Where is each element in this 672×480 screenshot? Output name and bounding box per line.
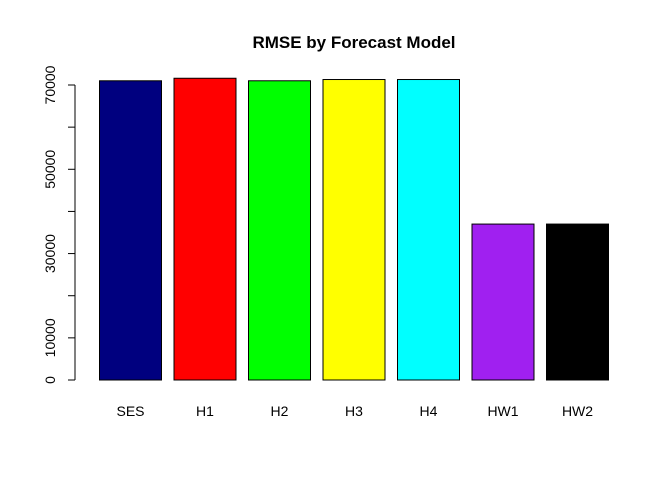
- y-tick-label: 30000: [42, 234, 58, 273]
- y-tick-label: 10000: [42, 318, 58, 357]
- bar-h3: [322, 79, 386, 381]
- bar-ses: [99, 80, 162, 381]
- bar-hw1: [471, 223, 535, 381]
- bar-h1: [173, 77, 237, 381]
- y-tick-label: 0: [42, 376, 58, 384]
- bars: [99, 77, 609, 381]
- bar-hw2: [546, 223, 609, 381]
- chart-title: RMSE by Forecast Model: [252, 33, 455, 52]
- y-tick-label: 70000: [42, 65, 58, 104]
- x-axis-labels: SES H1 H2 H3 H4 HW1 HW2: [116, 403, 593, 419]
- x-tick-label: H4: [420, 403, 438, 419]
- x-tick-label: H1: [196, 403, 214, 419]
- x-tick-label: HW1: [487, 403, 518, 419]
- x-tick-label: H3: [345, 403, 363, 419]
- x-tick-label: HW2: [562, 403, 593, 419]
- x-tick-label: H2: [271, 403, 289, 419]
- y-axis: 0 10000 30000 50000 70000: [42, 65, 76, 384]
- bar-h4: [397, 79, 460, 381]
- x-tick-label: SES: [116, 403, 144, 419]
- y-tick-label: 50000: [42, 150, 58, 189]
- bar-h2: [248, 80, 311, 381]
